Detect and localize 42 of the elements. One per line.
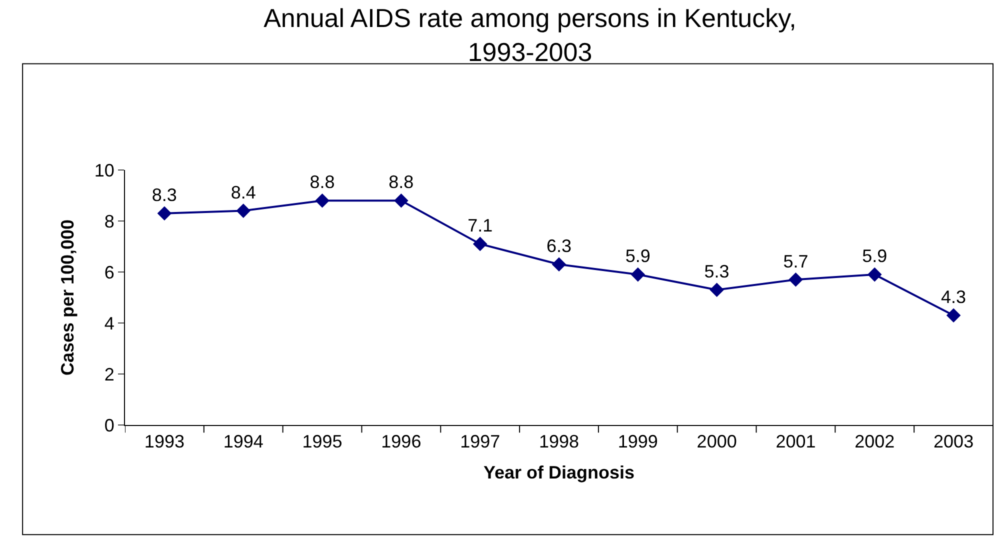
- x-tick-label: 1994: [223, 432, 264, 452]
- data-label: 5.7: [783, 251, 808, 272]
- point: [552, 257, 566, 272]
- data-label: 7.1: [468, 216, 493, 236]
- x-tick-label: 1995: [302, 432, 342, 452]
- point: [236, 204, 251, 218]
- point: [946, 308, 961, 322]
- point: [867, 267, 882, 282]
- data-label: 8.4: [230, 182, 256, 202]
- x-tick-label: 2001: [776, 432, 816, 452]
- point: [472, 236, 488, 252]
- y-tick-label: 4: [104, 313, 114, 334]
- y-tick-label: 8: [104, 211, 114, 232]
- y-tick-label: 10: [94, 160, 114, 180]
- point: [315, 193, 330, 208]
- data-label: 4.3: [941, 286, 966, 307]
- data-label: 8.3: [152, 184, 177, 205]
- x-tick-label: 1996: [381, 432, 422, 452]
- x-tick-label: 1997: [460, 432, 500, 452]
- x-tick-label: 2003: [934, 432, 974, 452]
- x-axis-title: Year of Diagnosis: [483, 462, 635, 483]
- x-tick-label: 2002: [854, 432, 895, 452]
- x-tick-label: 1998: [538, 432, 580, 452]
- x-tick-label: 2000: [696, 432, 737, 452]
- x-tick-label: 1999: [618, 432, 658, 452]
- data-label: 8.8: [388, 172, 414, 192]
- y-axis-title: Cases per 100,000: [58, 219, 78, 376]
- point: [788, 272, 803, 287]
- data-label: 5.9: [625, 246, 650, 266]
- data-label: 8.8: [310, 172, 335, 192]
- point: [630, 267, 646, 282]
- y-tick-label: 0: [104, 415, 114, 436]
- data-label: 6.3: [546, 236, 572, 256]
- data-label: 5.3: [704, 261, 730, 282]
- data-label: 5.9: [862, 246, 888, 266]
- y-tick-label: 6: [104, 262, 114, 282]
- chart-title: Annual AIDS rate among persons in Kentucky, 1993-2003: [264, 2, 796, 67]
- y-tick-label: 2: [104, 364, 114, 384]
- x-tick-label: 1993: [144, 432, 184, 452]
- point: [394, 193, 408, 208]
- point: [710, 282, 724, 297]
- point: [157, 206, 172, 220]
